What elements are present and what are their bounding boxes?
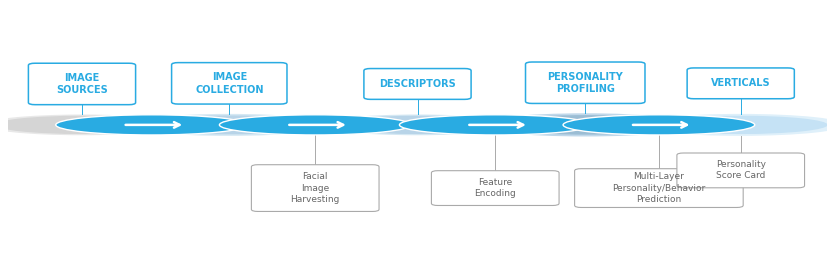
Text: Feature
Encoding: Feature Encoding [474,178,516,198]
FancyBboxPatch shape [677,153,805,188]
Text: IMAGE
SOURCES: IMAGE SOURCES [56,73,108,95]
FancyBboxPatch shape [432,171,559,205]
Text: PERSONALITY
PROFILING: PERSONALITY PROFILING [548,72,623,94]
Ellipse shape [139,115,319,134]
Ellipse shape [0,114,180,135]
FancyBboxPatch shape [525,62,645,104]
Text: DESCRIPTORS: DESCRIPTORS [379,79,456,89]
Ellipse shape [56,115,247,135]
Text: Facial
Image
Harvesting: Facial Image Harvesting [291,172,340,204]
FancyBboxPatch shape [574,169,743,208]
Ellipse shape [493,115,678,135]
Ellipse shape [475,113,696,137]
Text: Personality
Score Card: Personality Score Card [716,160,766,180]
Ellipse shape [0,116,169,134]
Ellipse shape [636,114,835,136]
FancyBboxPatch shape [172,63,287,104]
Ellipse shape [319,114,516,135]
Ellipse shape [125,114,334,136]
FancyBboxPatch shape [687,68,794,99]
Ellipse shape [654,116,827,134]
FancyBboxPatch shape [364,69,471,99]
FancyBboxPatch shape [28,63,135,105]
Ellipse shape [399,115,591,135]
Text: Multi-Layer
Personality/Behavior
Prediction: Multi-Layer Personality/Behavior Predict… [612,172,706,204]
FancyBboxPatch shape [251,165,379,211]
Ellipse shape [220,115,411,135]
Ellipse shape [331,116,504,134]
Text: IMAGE
COLLECTION: IMAGE COLLECTION [195,72,264,95]
Text: VERTICALS: VERTICALS [711,78,771,88]
Ellipse shape [563,115,755,135]
